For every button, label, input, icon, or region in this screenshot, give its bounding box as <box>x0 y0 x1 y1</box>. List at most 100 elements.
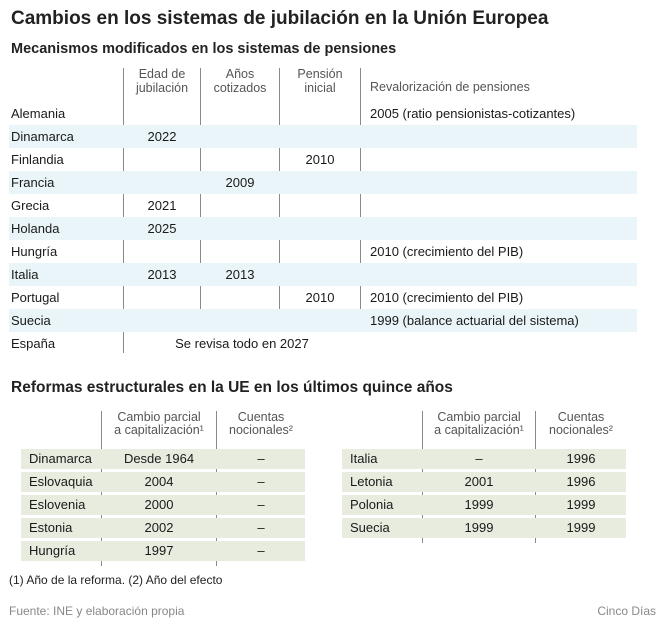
page-title: Cambios en los sistemas de jubilación en… <box>11 8 549 29</box>
table-row: Dinamarca Desde 1964 – <box>21 449 305 469</box>
header-cuentas-nocionales: Cuentas nocionales² <box>229 410 293 437</box>
cell-edad-jubilacion <box>124 148 200 171</box>
cell-cuentas-nocionales: 1996 <box>566 451 596 466</box>
table-row: Alemania 2005 (ratio pensionistas-cotizan… <box>0 102 664 125</box>
table-row: Letonia 2001 1996 <box>342 472 626 492</box>
header-pension-inicial: Pensión inicial <box>297 67 343 95</box>
cell-anos-cotizados <box>201 148 279 171</box>
cell-edad-jubilacion <box>124 309 200 332</box>
source-credit: Fuente: INE y elaboración propia <box>9 604 185 618</box>
cell-cuentas-nocionales: 1999 <box>566 497 596 512</box>
table-row: Polonia 1999 1999 <box>342 495 626 515</box>
table-row: Hungría 1997 – <box>21 541 305 561</box>
reforms-table-right: Cambio parcial a capitalización¹ Cuentas… <box>340 411 664 543</box>
row-country: Dinamarca <box>11 129 74 144</box>
column-divider <box>200 68 201 330</box>
cell-capitalizacion: 2000 <box>144 497 174 512</box>
row-country: Polonia <box>350 497 394 512</box>
footnote: (1) Año de la reforma. (2) Año del efect… <box>9 573 223 587</box>
row-country: Estonia <box>29 520 73 535</box>
cell-edad-jubilacion <box>124 171 200 194</box>
table-row: Portugal 2010 2010 (crecimiento del PIB) <box>0 286 664 309</box>
header-revalorizacion: Revalorización de pensiones <box>370 80 530 94</box>
table-row: Eslovenia 2000 – <box>21 495 305 515</box>
row-stripe <box>9 309 637 332</box>
cell-anos-cotizados <box>201 309 279 332</box>
table-row: Suecia 1999 1999 <box>342 518 626 538</box>
row-country: Grecia <box>11 198 50 213</box>
header-anos-cotizados: Años cotizados <box>213 67 267 95</box>
spain-note: Se revisa todo en 2027 <box>175 336 309 351</box>
cell-pension-inicial <box>280 240 360 263</box>
cell-revalorizacion: 2010 (crecimiento del PIB) <box>370 290 524 305</box>
cell-capitalizacion: 2002 <box>144 520 174 535</box>
cell-pension-inicial <box>280 217 360 240</box>
cell-cuentas-nocionales: 1996 <box>566 474 596 489</box>
cell-pension-inicial: 2010 <box>305 290 335 305</box>
row-country: España <box>11 336 56 351</box>
cell-pension-inicial <box>280 194 360 217</box>
cell-edad-jubilacion <box>124 286 200 309</box>
cell-anos-cotizados: 2009 <box>225 175 255 190</box>
row-country: Hungría <box>29 543 76 558</box>
cell-revalorizacion: 2010 (crecimiento del PIB) <box>370 244 524 259</box>
cell-capitalizacion: 1999 <box>464 520 494 535</box>
cell-cuentas-nocionales: 1999 <box>566 520 596 535</box>
cell-anos-cotizados <box>201 102 279 125</box>
row-country: Eslovenia <box>29 497 86 512</box>
section2-title: Reformas estructurales en la UE en los ú… <box>11 379 453 396</box>
cell-capitalizacion: 2004 <box>144 474 174 489</box>
header-cuentas-nocionales: Cuentas nocionales² <box>549 410 613 437</box>
cell-pension-inicial <box>280 263 360 286</box>
row-country: Eslovaquia <box>29 474 93 489</box>
reforms-table-left: Cambio parcial a capitalización¹ Cuentas… <box>0 411 320 566</box>
row-country: Italia <box>11 267 39 282</box>
row-country: Suecia <box>350 520 390 535</box>
cell-cuentas-nocionales: – <box>257 451 265 466</box>
cell-pension-inicial <box>280 125 360 148</box>
row-country: Letonia <box>350 474 393 489</box>
row-country: Dinamarca <box>29 451 92 466</box>
cell-cuentas-nocionales: – <box>257 520 265 535</box>
column-divider <box>123 68 124 353</box>
table-row: Hungría 2010 (crecimiento del PIB) <box>0 240 664 263</box>
cell-cuentas-nocionales: – <box>257 474 265 489</box>
cell-anos-cotizados <box>201 217 279 240</box>
cell-edad-jubilacion: 2013 <box>147 267 177 282</box>
row-country: Finlandia <box>11 152 64 167</box>
section1-title: Mecanismos modificados en los sistemas d… <box>11 41 397 57</box>
table-row-spain: España Se revisa todo en 2027 <box>0 332 664 355</box>
cell-edad-jubilacion: 2025 <box>147 221 177 236</box>
column-divider <box>360 68 361 330</box>
pension-mechanisms-table-header: Edad de jubilación Años cotizados Pensió… <box>0 67 664 102</box>
table-row: Estonia 2002 – <box>21 518 305 538</box>
header-capitalizacion: Cambio parcial a capitalización¹ <box>114 410 204 437</box>
table-row: Dinamarca 2022 <box>0 125 664 148</box>
row-country: Francia <box>11 175 55 190</box>
row-stripe <box>9 171 637 194</box>
row-country: Suecia <box>11 313 51 328</box>
cell-capitalizacion: 1999 <box>464 497 494 512</box>
row-stripe <box>9 125 637 148</box>
cell-anos-cotizados <box>201 125 279 148</box>
column-divider <box>279 68 280 330</box>
row-country: Alemania <box>11 106 66 121</box>
cell-cuentas-nocionales: – <box>257 497 265 512</box>
cell-anos-cotizados <box>201 194 279 217</box>
cell-pension-inicial <box>280 171 360 194</box>
table-row: Grecia 2021 <box>0 194 664 217</box>
row-country: Hungría <box>11 244 58 259</box>
row-country: Holanda <box>11 221 60 236</box>
cell-anos-cotizados: 2013 <box>225 267 255 282</box>
cell-capitalizacion: – <box>475 451 483 466</box>
table-row: Francia 2009 <box>0 171 664 194</box>
cell-revalorizacion: 1999 (balance actuarial del sistema) <box>370 313 579 328</box>
cell-capitalizacion: 2001 <box>464 474 494 489</box>
header-capitalizacion: Cambio parcial a capitalización¹ <box>434 410 524 437</box>
table-row: Eslovaquia 2004 – <box>21 472 305 492</box>
cell-pension-inicial: 2010 <box>305 152 335 167</box>
table-row: Holanda 2025 <box>0 217 664 240</box>
cell-edad-jubilacion: 2022 <box>147 129 177 144</box>
cell-anos-cotizados <box>201 286 279 309</box>
brand-credit: Cinco Días <box>597 604 656 618</box>
